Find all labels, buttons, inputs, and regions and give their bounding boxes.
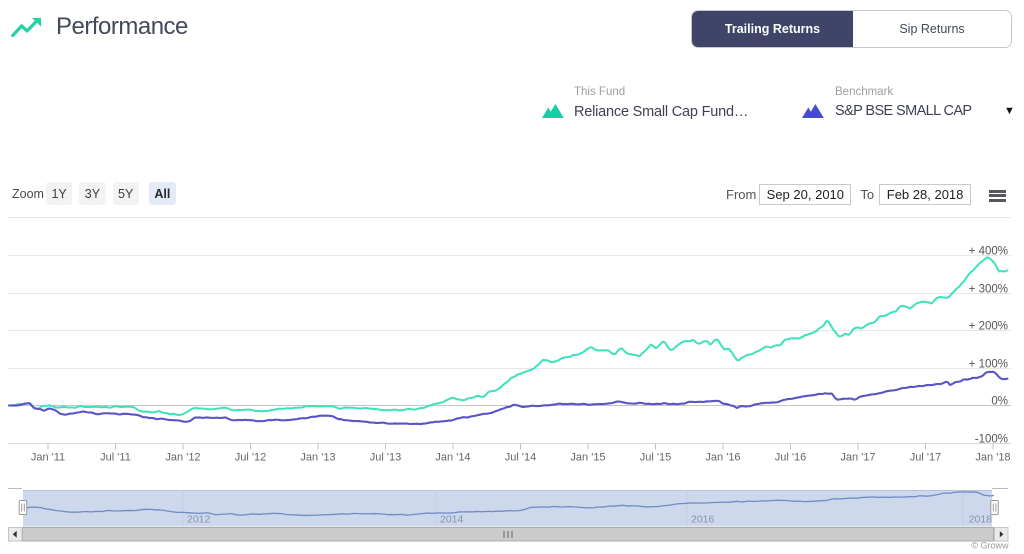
svg-text:0%: 0%	[991, 396, 1008, 408]
svg-text:Jul '16: Jul '16	[775, 452, 806, 464]
svg-text:Jan '14: Jan '14	[435, 452, 470, 464]
svg-text:+ 100%: + 100%	[969, 359, 1008, 371]
svg-text:2016: 2016	[691, 514, 715, 526]
svg-text:Jan '18: Jan '18	[975, 452, 1010, 464]
svg-text:+ 200%: + 200%	[969, 321, 1008, 333]
svg-text:Jul '15: Jul '15	[640, 452, 671, 464]
svg-text:Jul '14: Jul '14	[505, 452, 536, 464]
svg-text:Jul '13: Jul '13	[370, 452, 401, 464]
svg-text:2018: 2018	[969, 514, 993, 526]
svg-text:Jul '11: Jul '11	[100, 452, 131, 464]
svg-text:© Groww: © Groww	[971, 541, 1009, 551]
svg-text:Jan '12: Jan '12	[165, 452, 200, 464]
svg-text:Jan '16: Jan '16	[705, 452, 740, 464]
svg-text:Jan '11: Jan '11	[31, 452, 65, 464]
svg-text:+ 400%: + 400%	[969, 246, 1008, 258]
svg-text:2014: 2014	[440, 514, 464, 526]
svg-text:+ 300%: + 300%	[969, 284, 1008, 296]
svg-text:Jul '12: Jul '12	[235, 452, 266, 464]
svg-text:Jan '15: Jan '15	[570, 452, 605, 464]
svg-text:2012: 2012	[187, 514, 211, 526]
svg-text:Jan '17: Jan '17	[840, 452, 875, 464]
svg-text:Jul '17: Jul '17	[910, 452, 941, 464]
svg-text:-100%: -100%	[975, 434, 1008, 446]
svg-text:Jan '13: Jan '13	[300, 452, 335, 464]
